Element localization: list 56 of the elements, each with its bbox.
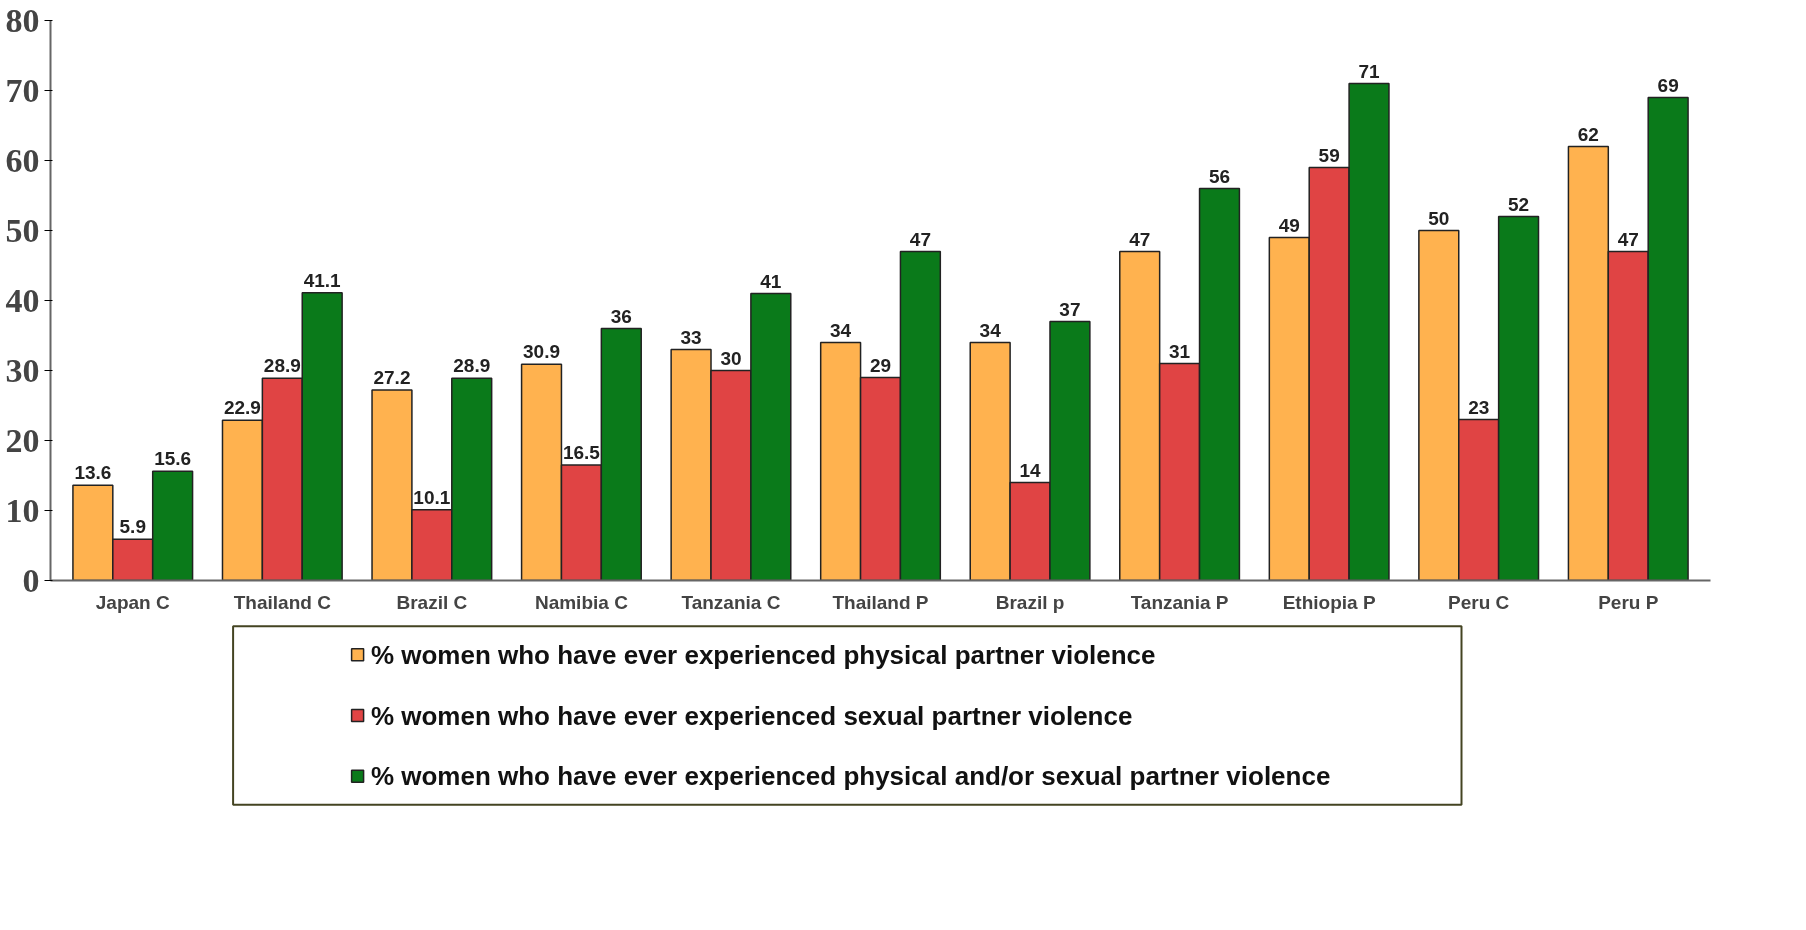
- data-label: 29: [869, 354, 892, 376]
- data-label: 16.5: [562, 442, 601, 463]
- data-label: 41: [760, 270, 782, 292]
- data-label: 62: [1577, 123, 1599, 145]
- data-label: 28.9: [453, 355, 491, 377]
- x-tick-label: Tanzania C: [681, 591, 781, 613]
- y-tick-label: 10: [5, 491, 40, 529]
- data-label: 47: [1129, 228, 1151, 250]
- y-tick-label: 0: [22, 561, 40, 599]
- data-label: 50: [1428, 207, 1450, 229]
- legend-label: % women who have ever experienced physical and/or sexual partner violence: [370, 761, 1331, 792]
- data-label: 37: [1059, 298, 1081, 320]
- data-label: 27.2: [373, 367, 411, 389]
- x-tick-label: Peru P: [1598, 591, 1659, 613]
- x-tick-label: Thailand C: [233, 591, 332, 613]
- data-label: 14: [1019, 459, 1042, 481]
- data-label: 13.6: [74, 462, 112, 484]
- data-label: 52: [1508, 193, 1530, 215]
- y-tick-label: 50: [5, 211, 40, 249]
- data-label: 56: [1208, 165, 1231, 187]
- data-label: 5.9: [119, 516, 146, 538]
- data-label: 69: [1657, 74, 1679, 96]
- data-label: 31: [1169, 340, 1191, 362]
- y-tick-label: 70: [5, 71, 40, 109]
- x-tick-label: Brazil C: [396, 591, 468, 613]
- x-tick-label: Thailand P: [832, 591, 929, 613]
- legend-label: % women who have ever experienced physical partner violence: [370, 639, 1156, 670]
- data-label: 41.1: [303, 269, 342, 291]
- x-tick-label: Japan C: [95, 591, 170, 613]
- x-tick-label: Tanzania P: [1130, 591, 1229, 613]
- y-tick-label: 40: [5, 281, 40, 319]
- data-label: 36: [610, 305, 632, 327]
- data-label: 34: [979, 319, 1002, 341]
- y-tick-label: 30: [5, 351, 40, 389]
- y-tick-label: 80: [5, 1, 40, 39]
- data-label: 49: [1278, 214, 1300, 236]
- data-label: 59: [1318, 144, 1340, 166]
- y-tick-label: 20: [5, 421, 40, 459]
- x-tick-label: Brazil p: [995, 591, 1065, 613]
- data-label: 33: [680, 326, 702, 348]
- x-tick-label: Ethiopia P: [1282, 591, 1376, 613]
- data-label: 23: [1468, 396, 1490, 418]
- y-tick-label: 60: [5, 141, 40, 179]
- data-label: 47: [909, 228, 931, 250]
- data-label: 47: [1617, 228, 1639, 250]
- legend-label: % women who have ever experienced sexual partner violence: [370, 700, 1133, 731]
- data-label: 30: [720, 347, 742, 369]
- data-label: 71: [1358, 60, 1381, 82]
- x-tick-label: Namibia C: [534, 591, 629, 613]
- x-tick-label: Peru C: [1448, 591, 1510, 613]
- data-label: 22.9: [223, 397, 261, 419]
- data-label: 15.6: [154, 448, 192, 470]
- data-label: 30.9: [523, 341, 561, 363]
- data-label: 10.1: [413, 486, 451, 508]
- data-label: 34: [830, 319, 852, 341]
- data-label: 28.9: [263, 355, 301, 377]
